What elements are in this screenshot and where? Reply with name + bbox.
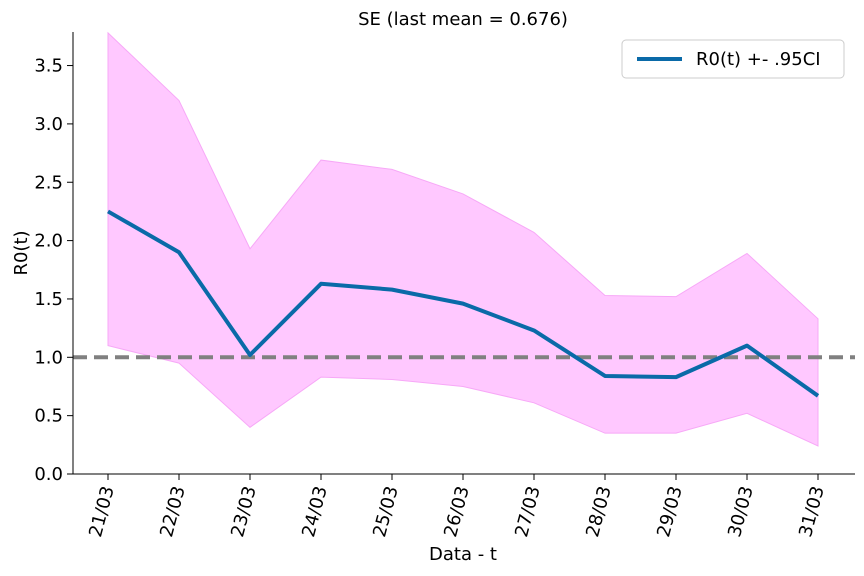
x-tick-label: 26/03 (440, 484, 474, 540)
x-tick-label: 24/03 (298, 484, 332, 540)
series-line-layer (107, 209, 820, 398)
y-tick-label: 3.0 (34, 114, 63, 135)
chart-title: SE (last mean = 0.676) (358, 9, 568, 30)
x-tick-label: 31/03 (795, 484, 829, 540)
y-axis-label: R0(t) (11, 230, 32, 275)
y-tick-label: 3.5 (34, 56, 63, 77)
y-tick-label: 0.5 (34, 406, 63, 427)
ci-band-layer (107, 31, 819, 447)
legend: R0(t) +- .95CI (621, 39, 845, 79)
legend-box (621, 39, 845, 79)
x-tick-label: 29/03 (653, 484, 687, 540)
legend-label: R0(t) +- .95CI (696, 49, 821, 70)
x-tick-label: 27/03 (511, 484, 545, 540)
y-tick-label: 2.0 (34, 231, 63, 252)
x-tick-label: 21/03 (85, 484, 119, 540)
x-tick-label: 23/03 (227, 484, 261, 540)
y-tick-label: 2.5 (34, 172, 63, 193)
x-tick-label: 22/03 (156, 484, 190, 540)
ci-band (107, 31, 819, 447)
y-tick-label: 1.0 (34, 347, 63, 368)
y-tick-label: 1.5 (34, 289, 63, 310)
x-tick-label: 25/03 (369, 484, 403, 540)
x-ticks: 21/03 22/03 23/03 24/03 25/03 26/03 27/03 28/03… (85, 474, 829, 539)
y-ticks: 0.0 0.5 1.0 1.5 2.0 2.5 3.0 3.5 (34, 56, 73, 485)
y-tick-label: 0.0 (34, 464, 63, 485)
x-tick-label: 30/03 (724, 484, 758, 540)
x-tick-label: 28/03 (582, 484, 616, 540)
x-axis-label: Data - t (429, 544, 497, 565)
